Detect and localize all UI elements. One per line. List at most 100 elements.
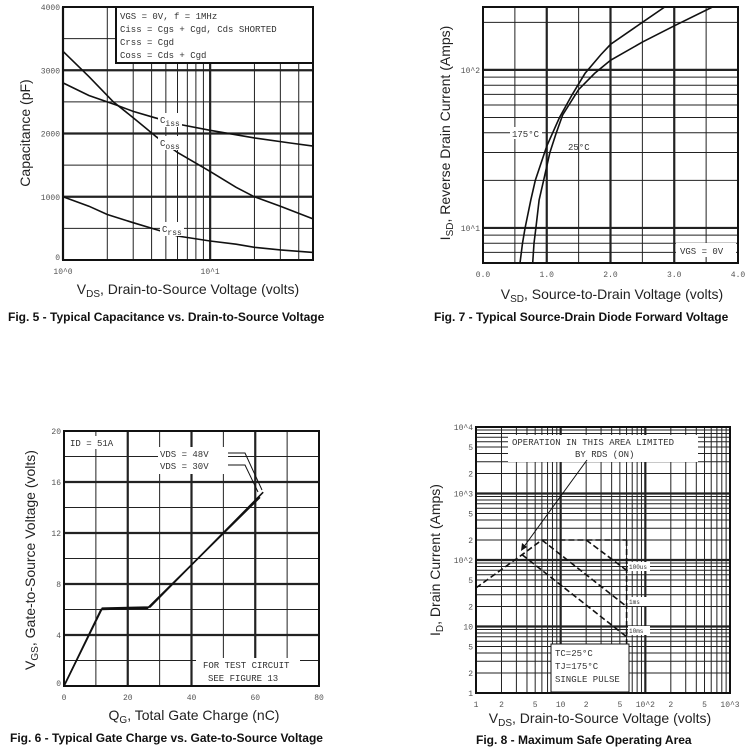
x-tick-label: 0.0 [476, 271, 491, 280]
x-tick-label: 0 [62, 694, 67, 703]
series-label-100us: 100us [629, 564, 647, 571]
y-tick-label: 2 [468, 537, 473, 546]
y-tick-label: 2000 [41, 131, 60, 140]
label-bg [158, 136, 182, 150]
y-tick-label: 2 [468, 670, 473, 679]
fig5-legend-line: Ciss = Cgs + Cgd, Cds SHORTED [120, 25, 277, 35]
label-bg [508, 435, 698, 462]
y-tick-label: 20 [51, 428, 61, 437]
test-circuit-note: FOR TEST CIRCUIT [203, 661, 290, 671]
fig8-xlabel: VDS, Drain-to-Source Voltage (volts) [489, 710, 711, 729]
x-tick-label: 4.0 [731, 271, 746, 280]
label-bg [160, 222, 184, 236]
x-tick-label: 1.0 [540, 271, 555, 280]
series-label-vds: VDS = 48V [160, 450, 209, 460]
label-bg [68, 436, 118, 449]
x-tick-label: 1 [474, 701, 479, 710]
series-line-175-c [519, 6, 666, 264]
label-bg [628, 626, 650, 635]
fig7: VSD, Source-to-Drain Voltage (volts) ISD… [434, 26, 729, 324]
series-line-vds-30v [63, 496, 261, 687]
fig5-legend-box [115, 6, 314, 64]
label-bg [628, 597, 650, 606]
fig8: VDS, Drain-to-Source Voltage (volts) ID,… [427, 484, 711, 747]
fig7-ylabel: ISD, Reverse Drain Current (Amps) [437, 26, 456, 241]
conditions-line: SINGLE PULSE [555, 675, 620, 685]
y-tick-label: 10 [463, 624, 473, 633]
x-tick-label: 2 [499, 701, 504, 710]
x-tick-label: 10^0 [53, 268, 72, 277]
label-bg [628, 562, 650, 571]
y-tick-label: 1000 [41, 194, 60, 203]
plot-frame [63, 430, 320, 687]
label-bg [510, 127, 542, 139]
series-line-10ms [521, 554, 628, 638]
leader-line [228, 464, 259, 493]
fig6-caption: Fig. 6 - Typical Gate Charge vs. Gate-to… [10, 731, 323, 745]
fig5-ylabel: Capacitance (pF) [17, 79, 33, 186]
x-tick-label: 10^2 [636, 701, 655, 710]
x-tick-label: 2 [584, 701, 589, 710]
x-tick-label: 10 [556, 701, 566, 710]
series-label-25c: 25°C [568, 143, 590, 153]
x-tick-label: 5 [702, 701, 707, 710]
y-tick-label: 5 [468, 577, 473, 586]
leader-line [228, 452, 263, 491]
series-label-175c: 175°C [512, 130, 540, 140]
x-tick-label: 10^3 [720, 701, 739, 710]
series-label-10ms: 10ms [629, 628, 644, 635]
fig5-xlabel: VDS, Drain-to-Source Voltage (volts) [77, 281, 299, 300]
plot-3: 0 20 40 60 80 0 4 8 12 16 20 [51, 428, 324, 703]
label-bg [158, 113, 182, 127]
x-tick-label: 5 [617, 701, 622, 710]
rds-arrow [522, 459, 588, 549]
y-tick-label: 8 [56, 581, 61, 590]
fig5-caption: Fig. 5 - Typical Capacitance vs. Drain-t… [8, 310, 325, 324]
y-tick-label: 1 [468, 690, 473, 699]
arrow-head-icon [521, 543, 527, 551]
fig6-xlabel: QG, Total Gate Charge (nC) [109, 707, 280, 726]
series-label-coss: Coss [160, 139, 180, 152]
plot-frame [475, 426, 731, 694]
y-tick-label: 10^2 [454, 557, 473, 566]
fig5-legend-line: Crss = Cgd [120, 38, 174, 48]
id-annotation: ID = 51A [70, 439, 114, 449]
x-tick-label: 3.0 [667, 271, 682, 280]
y-tick-label: 10^2 [461, 67, 480, 76]
y-tick-label: 5 [468, 444, 473, 453]
x-tick-label: 60 [250, 694, 260, 703]
y-tick-label: 16 [51, 479, 61, 488]
vgs-annotation: VGS = 0V [680, 247, 724, 257]
y-tick-label: 10^4 [454, 424, 473, 433]
y-tick-label: 10^1 [461, 225, 480, 234]
x-tick-label: 10^1 [201, 268, 220, 277]
x-tick-label: 2 [668, 701, 673, 710]
series-label-ciss: Ciss [160, 116, 180, 129]
fig7-xlabel: VSD, Source-to-Drain Voltage (volts) [501, 286, 723, 305]
series-label-vds: VDS = 30V [160, 462, 209, 472]
x-tick-label: 80 [314, 694, 324, 703]
y-tick-label: 4 [56, 632, 61, 641]
x-tick-label: 5 [533, 701, 538, 710]
y-tick-label: 2 [468, 470, 473, 479]
plot-frame [482, 6, 739, 264]
fig5-legend-line: VGS = 0V, f = 1MHz [120, 12, 217, 22]
y-tick-label: 3000 [41, 67, 60, 76]
conditions-line: TJ=175°C [555, 662, 599, 672]
x-tick-label: 2.0 [603, 271, 618, 280]
label-bg [158, 447, 228, 474]
series-line-25-c [531, 6, 713, 264]
fig8-ylabel: ID, Drain Current (Amps) [427, 484, 446, 636]
y-tick-label: 10^3 [454, 491, 473, 500]
y-tick-label: 5 [468, 511, 473, 520]
y-tick-label: 2 [468, 603, 473, 612]
rds-annotation: OPERATION IN THIS AREA LIMITED [512, 438, 674, 448]
annotations: VGS = 0V, f = 1MHz Ciss = Cgs + Cgd, Cds … [68, 6, 736, 693]
series-line-coss [62, 50, 314, 220]
label-bg [196, 658, 300, 685]
fig8-caption: Fig. 8 - Maximum Safe Operating Area [476, 733, 692, 747]
series-line-100us [585, 539, 628, 571]
y-tick-label: 4000 [41, 4, 60, 13]
series-label-crss: Crss [162, 225, 182, 238]
